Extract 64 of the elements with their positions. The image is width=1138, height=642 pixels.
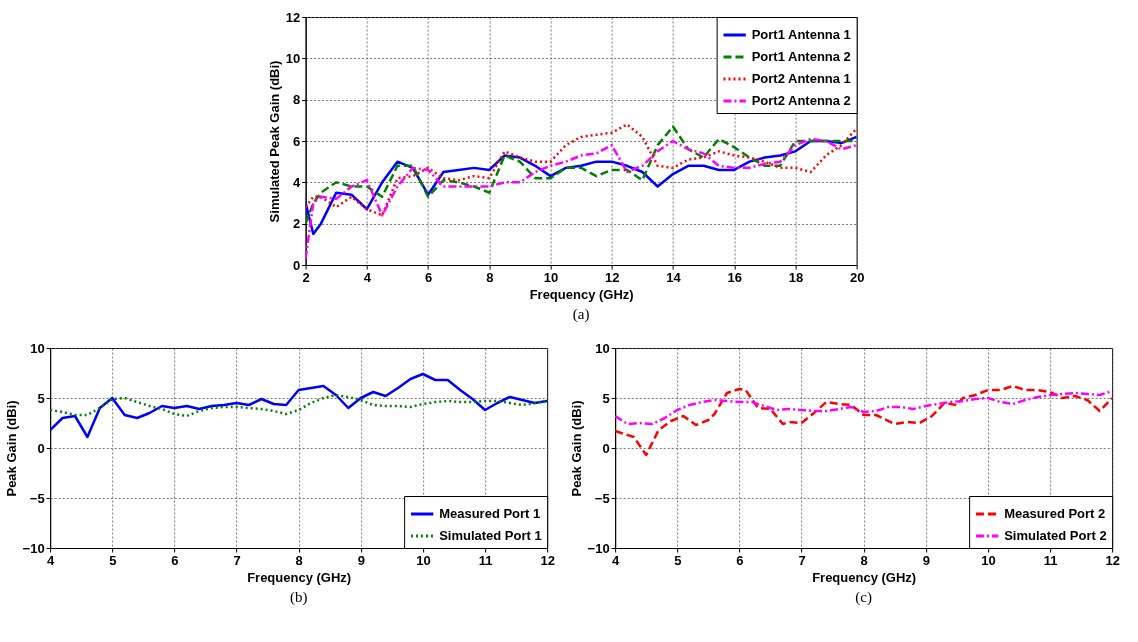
y-tick-label: 2: [292, 216, 301, 232]
x-tick-label: 11: [1043, 552, 1058, 568]
y-axis-title: Peak Gain (dBi): [568, 400, 584, 497]
x-axis-title: Frequency (GHz): [529, 286, 634, 302]
x-tick-label: 6: [424, 269, 433, 285]
legend-label: Port2 Antenna 1: [751, 71, 851, 86]
y-tick-label: 8: [292, 92, 301, 108]
x-tick-label: 8: [486, 269, 494, 285]
text: (a): [572, 306, 590, 323]
x-tick-label: 12: [1105, 552, 1120, 568]
y-tick-label: 6: [292, 133, 301, 149]
x-tick-label: 18: [788, 269, 804, 285]
legend-label: Simulated Port 2: [1004, 528, 1107, 543]
x-tick-label: 6: [171, 552, 179, 568]
text: (b): [289, 589, 308, 606]
legend-label: Port1 Antenna 2: [751, 49, 851, 64]
y-tick-label: 0: [602, 440, 610, 456]
y-tick-label: 5: [37, 390, 45, 406]
y-tick-label: 4: [292, 174, 301, 190]
legend-label: Port2 Antenna 2: [751, 93, 851, 108]
x-tick-label: 10: [416, 552, 431, 568]
x-tick-label: 4: [363, 269, 372, 285]
y-tick-label: 10: [595, 340, 610, 356]
y-tick-label: −10: [22, 540, 45, 556]
legend-label: Port1 Antenna 1: [751, 27, 851, 42]
line-series: [50, 372, 548, 439]
y-tick-label: 10: [285, 50, 301, 66]
y-axis-title: Simulated Peak Gain (dBi): [266, 60, 282, 223]
x-tick-label: 8: [860, 552, 868, 568]
legend-label: Simulated Port 1: [439, 528, 542, 543]
legend-label: Measured Port 1: [439, 506, 541, 521]
x-axis-title: Frequency (GHz): [812, 569, 917, 585]
y-tick-label: −5: [29, 490, 45, 506]
line-series: [305, 137, 857, 261]
x-tick-label: 6: [736, 552, 744, 568]
x-tick-label: 16: [727, 269, 742, 285]
x-tick-label: 14: [666, 269, 682, 285]
x-tick-label: 4: [612, 552, 621, 568]
line-series: [50, 393, 548, 418]
text: (c): [855, 589, 872, 606]
y-tick-label: 12: [285, 9, 301, 25]
legend-label: Measured Port 2: [1004, 506, 1106, 521]
y-tick-label: −10: [587, 540, 610, 556]
x-tick-label: 9: [922, 552, 930, 568]
y-tick-label: 0: [37, 440, 45, 456]
y-tick-label: 0: [292, 257, 301, 273]
y-tick-label: 10: [30, 340, 45, 356]
y-tick-label: −5: [594, 490, 610, 506]
x-tick-label: 11: [478, 552, 493, 568]
x-axis-title: Frequency (GHz): [247, 569, 352, 585]
x-tick-label: 7: [233, 552, 241, 568]
x-tick-label: 5: [109, 552, 117, 568]
y-axis-title: Peak Gain (dBi): [3, 400, 19, 497]
x-tick-label: 20: [849, 269, 865, 285]
x-tick-label: 12: [540, 552, 555, 568]
line-series: [615, 384, 1113, 457]
x-tick-label: 10: [543, 269, 559, 285]
x-tick-label: 10: [981, 552, 996, 568]
line-series: [615, 389, 1113, 426]
x-tick-label: 5: [674, 552, 682, 568]
x-tick-label: 4: [47, 552, 56, 568]
x-tick-label: 7: [798, 552, 806, 568]
x-tick-label: 9: [357, 552, 365, 568]
y-tick-label: 5: [602, 390, 610, 406]
